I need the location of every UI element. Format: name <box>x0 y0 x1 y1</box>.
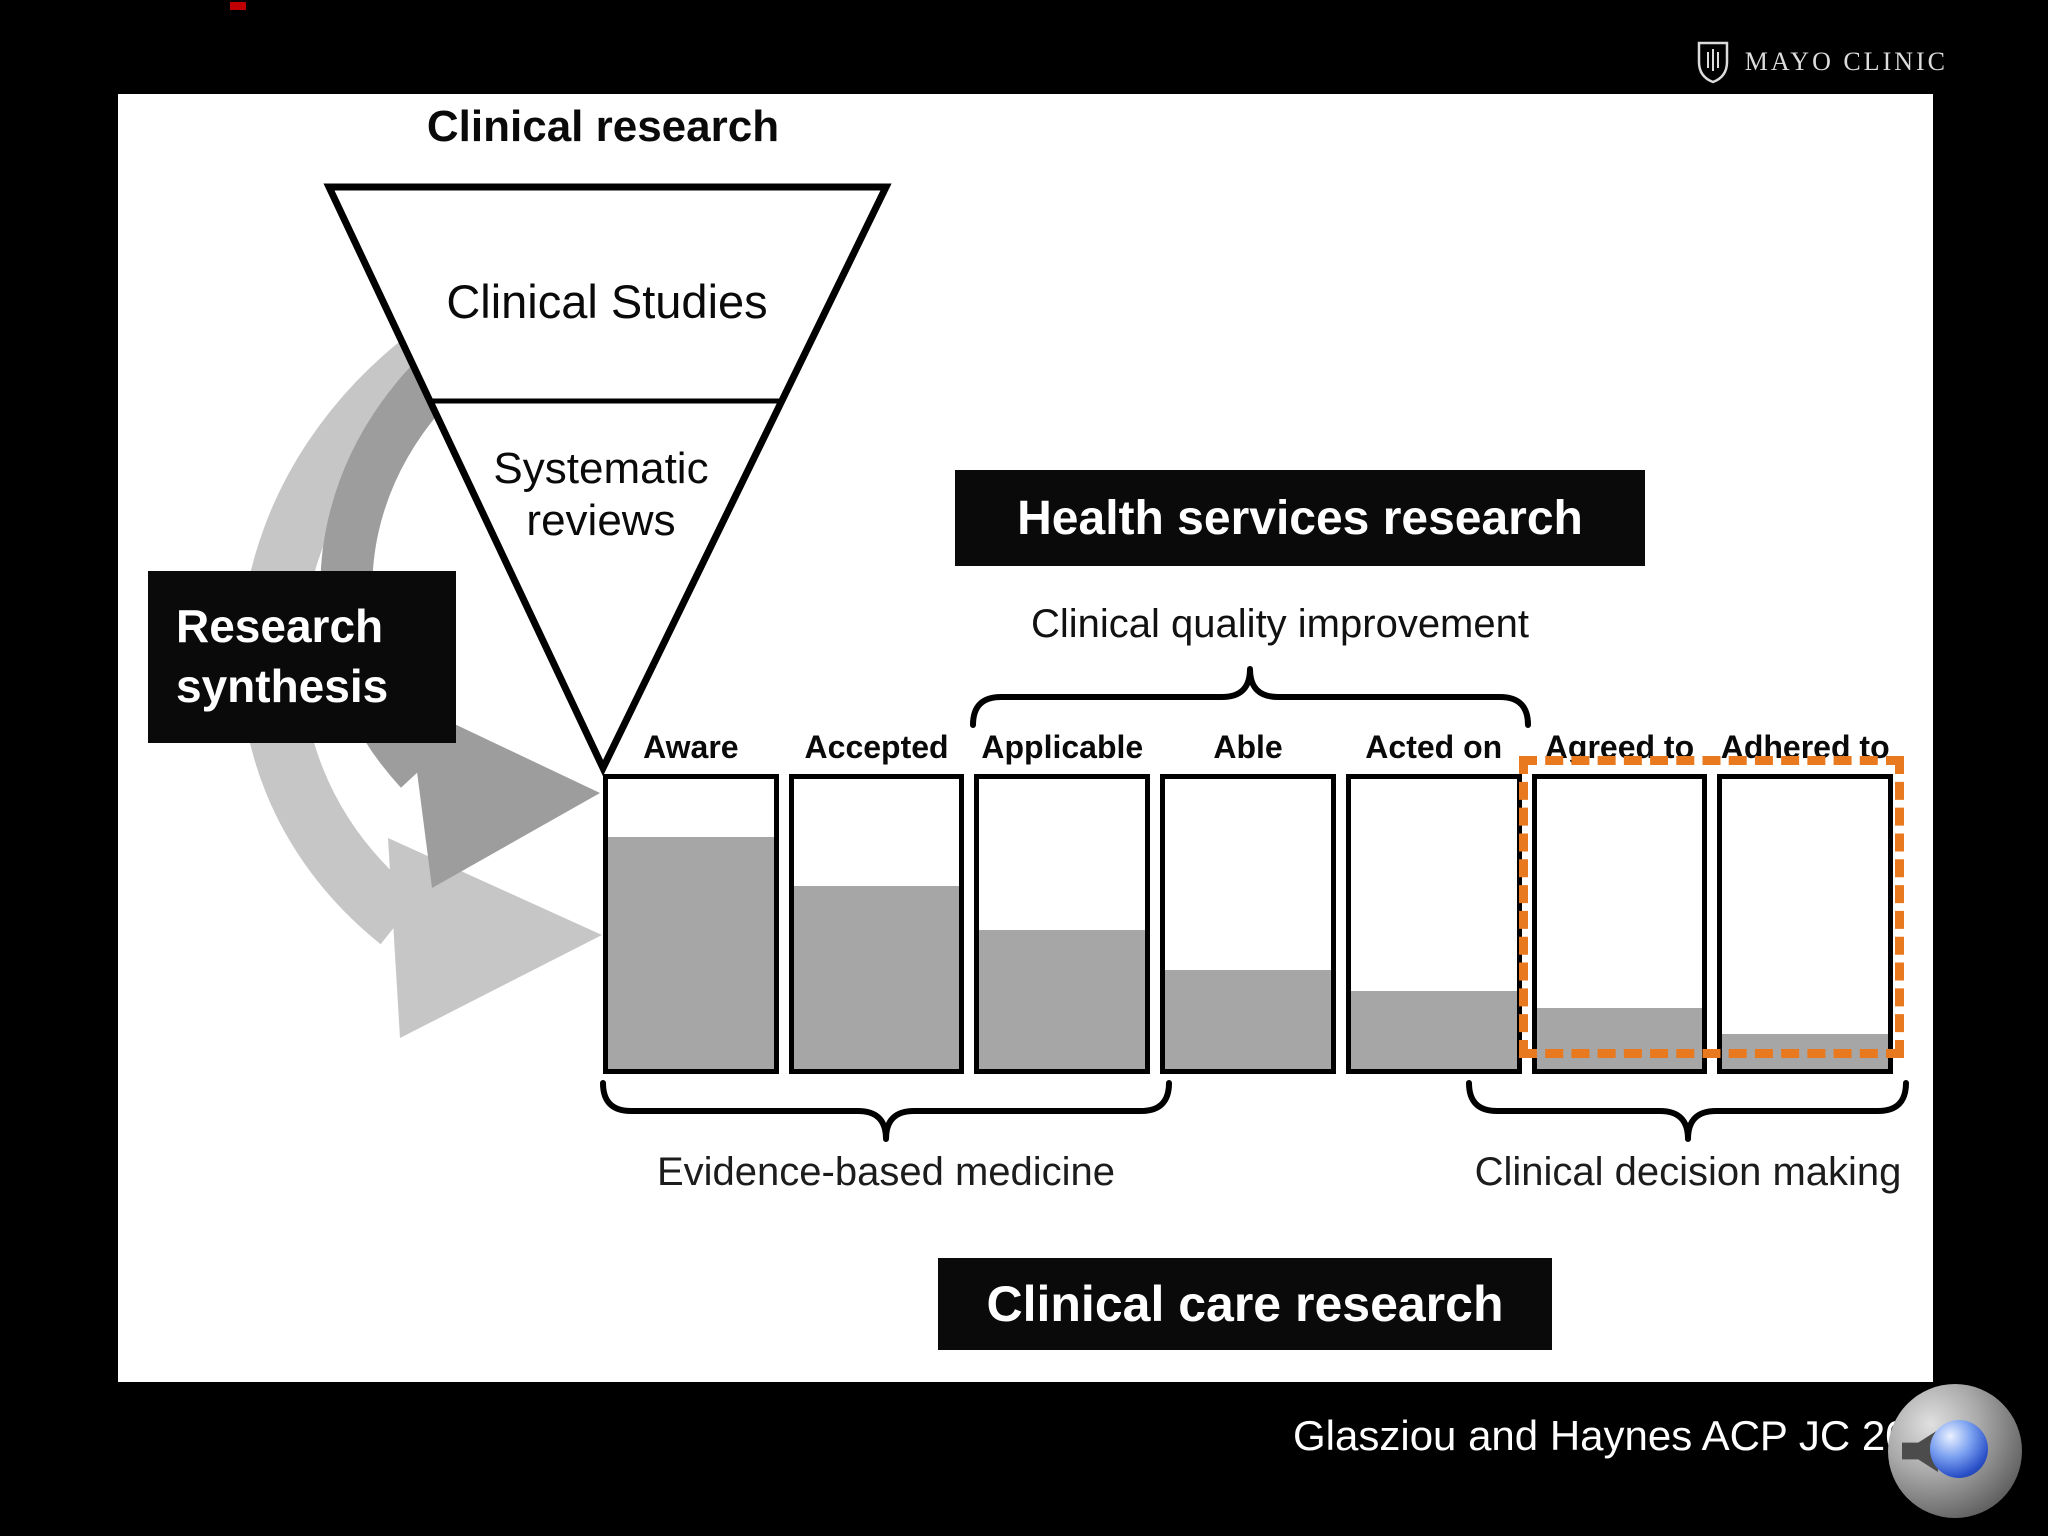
bar-box <box>603 774 779 1074</box>
bar-cell: Acted on <box>1345 716 1522 1074</box>
bar-cell: Able <box>1160 716 1336 1074</box>
citation-text: Glasziou and Haynes ACP JC 2005 <box>1293 1412 1956 1459</box>
research-synthesis-callout: Research synthesis <box>148 571 456 743</box>
bar-cell: Aware <box>603 716 779 1074</box>
bar-label: Acted on <box>1365 729 1503 765</box>
bar-box <box>974 774 1151 1074</box>
funnel-section-systematic-reviews: Systematic reviews <box>493 444 709 545</box>
bar-cell: Accepted <box>788 716 965 1074</box>
bar-box <box>1531 774 1708 1074</box>
bar-fill <box>1165 970 1331 1069</box>
speaker-icon[interactable] <box>1888 1384 2022 1518</box>
clinical-care-research-callout: Clinical care research <box>938 1258 1552 1350</box>
bar-box <box>1345 774 1522 1074</box>
clinical-decision-making-label: Clinical decision making <box>1474 1150 1902 1194</box>
funnel-title: Clinical research <box>426 102 780 151</box>
mayo-clinic-logo: MAYO CLINIC <box>1695 40 1948 84</box>
bar-label: Aware <box>643 729 739 765</box>
bar-fill <box>1350 990 1517 1069</box>
bar-box <box>1160 774 1336 1074</box>
mayo-shield-icon <box>1697 41 1729 84</box>
bar-label: Applicable <box>981 729 1144 765</box>
bar-label: Accepted <box>804 729 949 765</box>
funnel-section-clinical-studies: Clinical Studies <box>446 275 768 328</box>
mayo-logo-text: MAYO CLINIC <box>1744 47 1948 76</box>
highlight-dashed-box <box>1519 756 1904 1058</box>
speaker-blue-ball <box>1930 1420 1988 1478</box>
bar-cell: Applicable <box>974 716 1151 1074</box>
bar-fill <box>1536 1008 1703 1069</box>
bar-label: Able <box>1213 729 1283 765</box>
bar-box <box>788 774 965 1074</box>
bar-fill <box>608 837 774 1069</box>
bar-fill <box>979 929 1146 1069</box>
bar-chart: Aware Accepted Applicable Able Acted on Agree… <box>603 716 1894 1074</box>
stray-red-mark <box>230 2 246 10</box>
bar-fill <box>793 886 960 1069</box>
bar-box <box>1717 774 1894 1074</box>
bar-cell: Agreed to <box>1531 716 1708 1074</box>
health-services-research-callout: Health services research <box>955 470 1645 566</box>
evidence-based-medicine-label: Evidence-based medicine <box>656 1150 1116 1194</box>
clinical-quality-improvement-label: Clinical quality improvement <box>1031 602 1529 646</box>
